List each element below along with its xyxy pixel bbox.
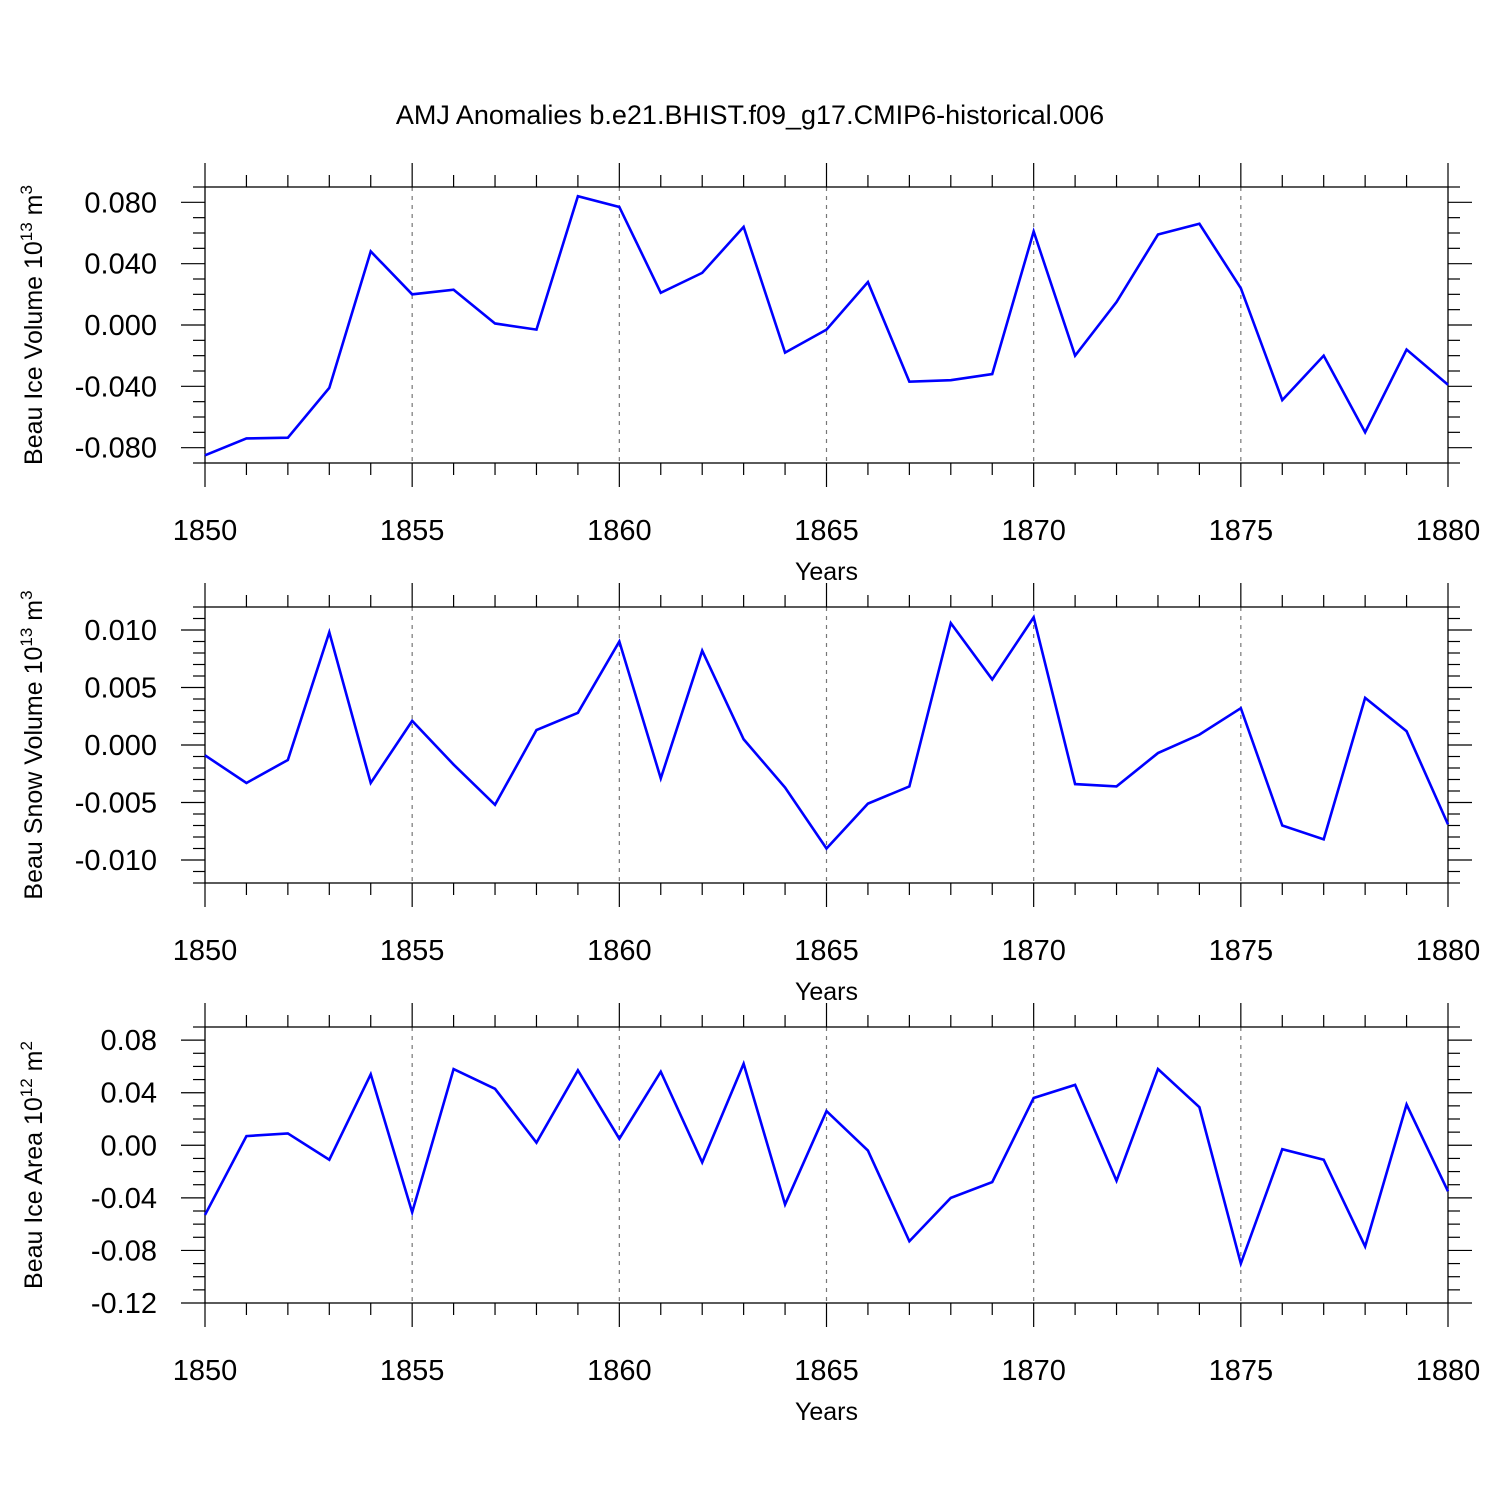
- y-tick-label: -0.04: [91, 1183, 157, 1215]
- y-axis-label-unit-exponent: 3: [17, 590, 36, 599]
- y-tick-label: 0.080: [84, 187, 157, 219]
- y-axis-label-main: Beau Ice Volume 10: [20, 241, 48, 465]
- x-tick-label: 1870: [1001, 1355, 1066, 1387]
- y-axis-label: Beau Snow Volume 1013 m3: [17, 590, 48, 899]
- x-tick-label: 1850: [173, 515, 238, 547]
- x-tick-label: 1865: [794, 1355, 859, 1387]
- x-tick-label: 1870: [1001, 935, 1066, 967]
- x-tick-label: 1860: [587, 515, 652, 547]
- x-tick-label: 1860: [587, 1355, 652, 1387]
- x-tick-label: 1880: [1416, 935, 1481, 967]
- y-axis-label-main: Beau Ice Area 10: [20, 1097, 48, 1289]
- x-tick-label: 1850: [173, 1355, 238, 1387]
- y-tick-label: 0.04: [101, 1078, 157, 1110]
- x-axis-label: Years: [795, 1398, 858, 1426]
- y-axis-label: Beau Ice Volume 1013 m3: [17, 185, 48, 465]
- x-tick-label: 1855: [380, 935, 445, 967]
- y-tick-label: 0.000: [84, 310, 157, 342]
- y-tick-label: -0.010: [75, 845, 157, 877]
- x-axis-label: Years: [795, 978, 858, 1006]
- x-tick-label: 1865: [794, 515, 859, 547]
- y-tick-label: 0.010: [84, 615, 157, 647]
- panels-container: 1850 1855 1860 1865 1870 1875 1880-0.080-0.040…: [17, 163, 1480, 1426]
- panel-3: 1850 1855 1860 1865 1870 1875 1880 -0.12 -0.08 -0…: [17, 1003, 1480, 1426]
- y-axis-label-main: Beau Snow Volume 10: [20, 647, 48, 900]
- panel-1: 1850 1855 1860 1865 1870 1875 1880 -0.080 -0.040…: [17, 163, 1480, 586]
- panel-2: 1850 1855 1860 1865 1870 1875 1880 -0.010 -0.005…: [17, 583, 1480, 1006]
- x-tick-label: 1855: [380, 1355, 445, 1387]
- y-tick-label: 0.005: [84, 673, 157, 705]
- x-tick-label: 1880: [1416, 515, 1481, 547]
- x-tick-label: 1865: [794, 935, 859, 967]
- y-axis-label-exponent: 12: [17, 1078, 36, 1097]
- chart-title: AMJ Anomalies b.e21.BHIST.f09_g17.CMIP6-…: [396, 100, 1104, 130]
- y-axis-label-unit: m: [20, 1050, 48, 1078]
- x-tick-label: 1875: [1209, 1355, 1274, 1387]
- y-axis-label-unit-exponent: 3: [17, 185, 36, 194]
- x-tick-label: 1870: [1001, 515, 1066, 547]
- x-tick-label: 1855: [380, 515, 445, 547]
- x-tick-label: 1850: [173, 935, 238, 967]
- x-tick-label: 1875: [1209, 515, 1274, 547]
- y-axis-label-exponent: 13: [17, 628, 36, 647]
- y-tick-label: 0.040: [84, 249, 157, 281]
- x-axis-label: Years: [795, 558, 858, 586]
- y-tick-label: -0.005: [75, 788, 157, 820]
- y-axis-label-unit: m: [20, 194, 48, 222]
- y-tick-label: -0.08: [91, 1235, 157, 1267]
- y-axis-label-exponent: 13: [17, 222, 36, 241]
- x-tick-label: 1860: [587, 935, 652, 967]
- y-tick-label: 0.08: [101, 1025, 157, 1057]
- y-axis-label-unit-exponent: 2: [17, 1041, 36, 1050]
- x-tick-label: 1880: [1416, 1355, 1481, 1387]
- x-tick-label: 1875: [1209, 935, 1274, 967]
- y-axis-label-unit: m: [20, 600, 48, 628]
- y-tick-label: -0.12: [91, 1288, 157, 1320]
- y-tick-label: 0.000: [84, 730, 157, 762]
- y-tick-label: -0.040: [75, 371, 157, 403]
- y-axis-label: Beau Ice Area 1012 m2: [17, 1041, 48, 1289]
- y-tick-label: 0.00: [101, 1130, 157, 1162]
- y-tick-label: -0.080: [75, 433, 157, 465]
